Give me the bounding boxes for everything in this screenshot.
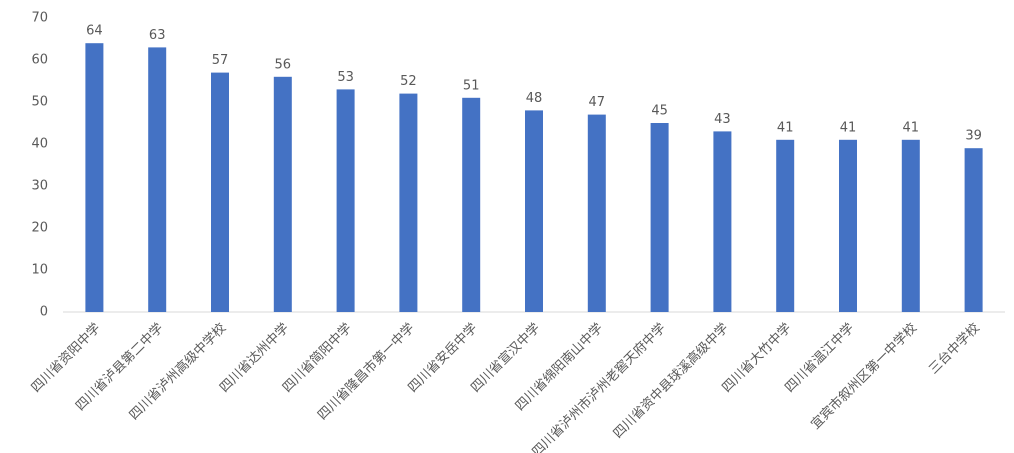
data-label: 43 (714, 112, 731, 127)
y-tick-label: 50 (31, 95, 48, 110)
bar (336, 89, 355, 313)
data-label: 41 (840, 120, 857, 135)
bar (650, 123, 669, 312)
y-tick-label: 40 (31, 137, 48, 152)
data-label: 48 (526, 91, 543, 106)
data-label: 57 (212, 53, 229, 68)
bar (462, 97, 481, 312)
bar (273, 76, 292, 312)
y-tick-label: 20 (31, 221, 48, 236)
y-tick-label: 0 (40, 305, 48, 320)
y-tick-label: 30 (31, 179, 48, 194)
data-label: 64 (86, 24, 103, 39)
bar (587, 114, 606, 312)
data-label: 39 (965, 129, 982, 144)
data-label: 53 (337, 70, 354, 85)
y-tick-label: 10 (31, 263, 48, 278)
data-label: 41 (777, 120, 794, 135)
data-label: 56 (275, 57, 292, 72)
bar (964, 148, 983, 312)
bar (399, 93, 418, 312)
y-tick-label: 60 (31, 53, 48, 68)
data-label: 41 (903, 120, 920, 135)
bar (148, 47, 167, 313)
bar (901, 139, 920, 312)
bar (525, 110, 543, 313)
data-label: 51 (463, 78, 480, 93)
bar (839, 139, 857, 312)
bar (776, 139, 795, 312)
data-label: 45 (651, 104, 668, 119)
bar (713, 131, 732, 312)
data-label: 52 (400, 74, 417, 89)
data-label: 63 (149, 28, 166, 43)
y-tick-label: 70 (31, 11, 48, 26)
bar (85, 43, 104, 312)
bar (211, 72, 229, 312)
data-label: 47 (589, 95, 606, 110)
